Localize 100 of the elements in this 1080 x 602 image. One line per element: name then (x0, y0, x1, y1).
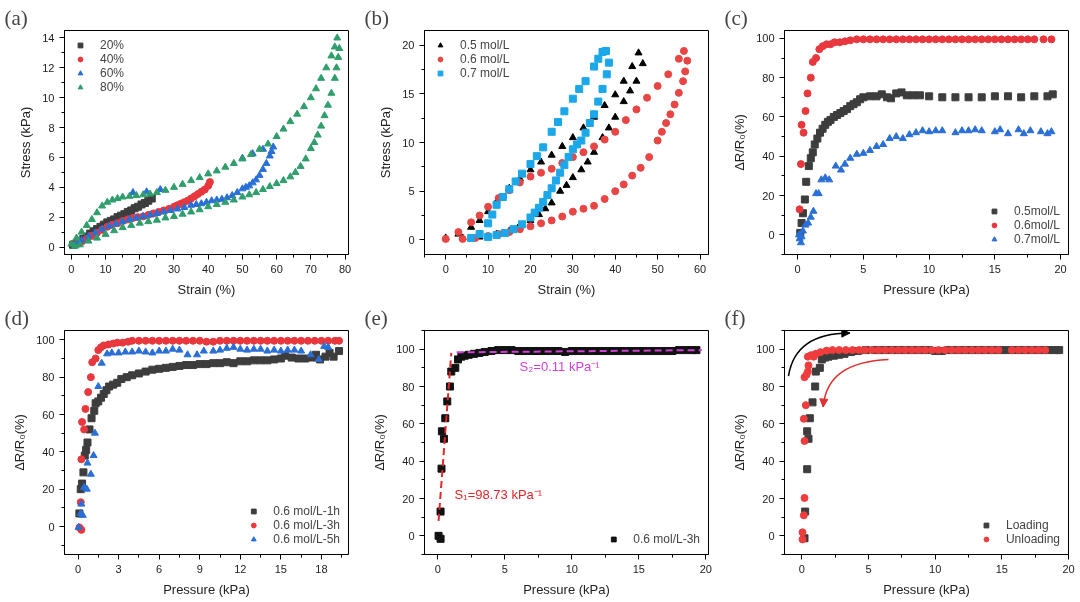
x-axis-title: Strain (%) (177, 281, 236, 297)
legend-label: Unloading (1005, 532, 1060, 546)
legend-label: 0.6 mol/L-3h (273, 518, 340, 532)
y-tick-label: 4 (48, 181, 55, 194)
x-tick-label: 0 (442, 262, 449, 275)
y-axis-title: ΔR/R₀(%) (372, 414, 388, 471)
y-tick-label: 8 (48, 121, 55, 134)
y-tick-label: 6 (48, 151, 55, 164)
x-tick-label: 0 (798, 562, 805, 575)
x-tick-label: 15 (274, 562, 288, 575)
x-tick-label: 50 (236, 262, 249, 275)
y-tick-label: 20 (402, 39, 415, 52)
y-tick-label: 100 (756, 343, 775, 356)
x-tick-label: 10 (99, 262, 112, 275)
y-axis-title: ΔR/R₀(%) (732, 414, 748, 471)
x-axis-title: Pressure (kPa) (883, 281, 970, 297)
y-tick-label: 60 (42, 408, 55, 421)
legend-label: 0.5 mol/L (460, 38, 510, 52)
y-tick-label: 0 (48, 520, 55, 533)
x-axis-title: Strain (%) (537, 281, 596, 297)
y-tick-label: 0 (408, 529, 415, 542)
chart-title: (f) (724, 305, 746, 330)
x-axis-title: Pressure (kPa) (883, 581, 970, 597)
legend-label: 80% (100, 80, 125, 94)
x-tick-label: 0 (434, 562, 441, 575)
legend-label: 40% (100, 52, 125, 66)
x-tick-label: 5 (860, 262, 867, 275)
chart-title: (d) (4, 305, 29, 330)
x-tick-label: 20 (1062, 562, 1075, 575)
x-tick-label: 18 (315, 562, 328, 575)
y-tick-label: 80 (402, 380, 415, 393)
legend-label: 0.6 mol/L-3h (633, 532, 700, 546)
y-tick-label: 10 (42, 91, 55, 104)
x-tick-label: 15 (995, 562, 1008, 575)
legend-label: 0.7 mol/L (460, 66, 510, 80)
y-tick-label: 20 (762, 189, 775, 202)
x-tick-label: 15 (988, 262, 1001, 275)
chart-title: (a) (4, 5, 28, 30)
legend-label: 0.5mol/L (1013, 204, 1060, 218)
x-tick-label: 15 (632, 562, 645, 575)
legend-label: 60% (100, 66, 125, 80)
chart-title: (b) (364, 5, 389, 30)
x-tick-label: 60 (270, 262, 283, 275)
y-tick-label: 15 (402, 87, 415, 100)
y-tick-label: 2 (48, 211, 55, 224)
y-tick-label: 60 (402, 417, 415, 430)
x-tick-label: 5 (501, 562, 508, 575)
annotation: S₂=0.11 kPa⁻¹ (519, 359, 601, 375)
legend-label: 20% (100, 38, 125, 52)
legend-label: 0.6 mol/L-5h (273, 532, 340, 546)
legend-label: 0.7mol/L (1013, 232, 1060, 246)
y-tick-label: 60 (762, 110, 775, 123)
y-tick-label: 12 (42, 61, 55, 74)
x-tick-label: 3 (115, 562, 122, 575)
y-tick-label: 14 (42, 31, 55, 44)
x-tick-label: 20 (524, 262, 537, 275)
y-tick-label: 0 (768, 228, 775, 241)
x-tick-label: 0 (74, 562, 82, 575)
x-tick-label: 30 (566, 262, 579, 275)
x-axis-title: Pressure (kPa) (523, 581, 610, 597)
y-axis-title: Stress (kPa) (378, 106, 394, 179)
y-tick-label: 100 (756, 32, 775, 45)
legend-label: 0.6mol/L (1013, 218, 1060, 232)
x-tick-label: 60 (693, 262, 707, 275)
x-tick-label: 20 (1054, 262, 1067, 275)
y-tick-label: 80 (762, 380, 775, 393)
x-tick-label: 10 (923, 262, 936, 275)
x-tick-label: 20 (133, 262, 146, 275)
x-tick-label: 5 (865, 562, 872, 575)
y-tick-label: 100 (36, 333, 55, 346)
y-axis-title: ΔR/R₀(%) (12, 414, 28, 471)
x-tick-label: 10 (929, 562, 942, 575)
y-tick-label: 5 (408, 185, 415, 198)
x-tick-label: 6 (156, 562, 163, 575)
y-tick-label: 40 (762, 455, 775, 468)
chart-title: (c) (724, 5, 748, 30)
legend-label: 0.6 mol/L (460, 52, 510, 66)
y-tick-label: 0 (768, 529, 775, 542)
y-tick-label: 80 (762, 71, 775, 84)
x-tick-label: 0 (68, 262, 75, 275)
x-tick-label: 30 (167, 262, 181, 275)
chart-title: (e) (364, 305, 388, 330)
legend-label: 0.6 mol/L-1h (273, 504, 340, 518)
y-tick-label: 20 (762, 492, 775, 505)
y-tick-label: 40 (762, 150, 775, 163)
x-tick-label: 0 (794, 262, 801, 275)
x-tick-label: 10 (565, 562, 578, 575)
x-tick-label: 9 (196, 562, 203, 575)
x-tick-label: 20 (699, 562, 712, 575)
y-tick-label: 60 (762, 417, 775, 430)
y-tick-label: 20 (42, 483, 55, 496)
x-tick-label: 70 (304, 262, 317, 275)
x-tick-label: 10 (481, 262, 495, 275)
y-axis-title: ΔR/R₀(%) (732, 114, 748, 171)
x-tick-label: 40 (609, 262, 622, 275)
y-tick-label: 80 (42, 371, 55, 384)
x-tick-label: 50 (651, 262, 664, 275)
y-tick-label: 40 (402, 455, 415, 468)
y-tick-label: 0 (48, 241, 55, 254)
x-axis-title: Pressure (kPa) (163, 581, 250, 597)
